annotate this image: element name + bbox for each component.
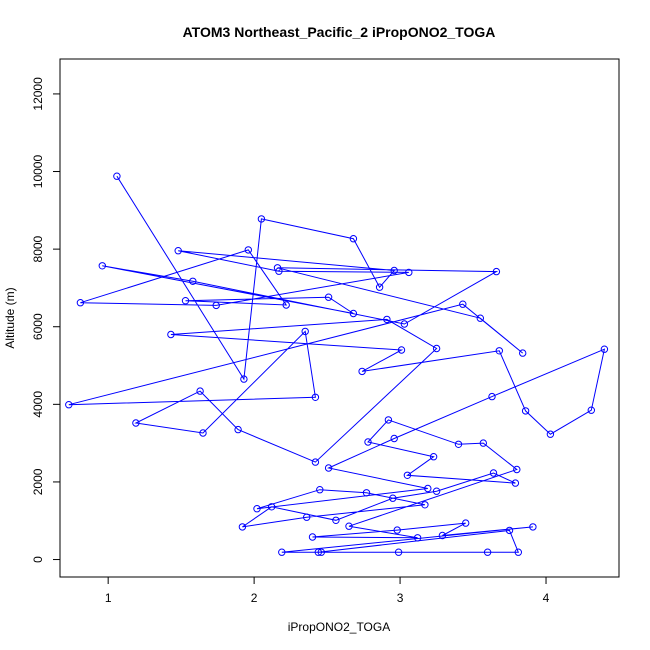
data-point: [196, 387, 204, 395]
chart-title: ATOM3 Northeast_Pacific_2 iPropONO2_TOGA: [183, 24, 496, 40]
data-point: [358, 367, 366, 376]
data-point: [349, 235, 358, 243]
data-point: [521, 407, 530, 415]
data-point: [244, 246, 253, 254]
data-point: [113, 172, 121, 180]
data-point: [390, 266, 398, 275]
y-axis: 0 2000 4000 6000 8000 10000 12000: [31, 77, 61, 563]
data-point: [332, 516, 340, 524]
data-point: [349, 309, 358, 318]
data-point: [189, 277, 197, 285]
data-point: [267, 503, 276, 511]
data-point: [403, 471, 412, 479]
data-point: [384, 416, 393, 424]
data-point: [364, 438, 372, 446]
data-point: [429, 453, 438, 461]
data-point: [273, 264, 282, 272]
data-point: [65, 401, 73, 409]
data-point: [362, 489, 371, 497]
data-point: [476, 314, 484, 322]
data-point: [383, 315, 391, 324]
data-point: [394, 548, 403, 556]
data-point: [492, 267, 501, 276]
data-point: [375, 283, 384, 291]
series-line: [68, 175, 606, 553]
data-point: [495, 347, 503, 355]
data-point: [600, 345, 609, 353]
data-point: [282, 301, 290, 309]
data-point: [275, 267, 283, 275]
data-point: [393, 526, 401, 534]
data-point: [301, 327, 309, 336]
data-point: [400, 320, 409, 328]
y-tick-label: 12000: [31, 77, 45, 111]
data-point: [199, 429, 207, 437]
data-point: [234, 425, 242, 434]
y-axis-label: Altitude (m): [3, 287, 17, 348]
data-point: [511, 479, 520, 487]
data-point: [489, 469, 498, 477]
data-point: [454, 440, 463, 448]
data-point: [212, 301, 220, 310]
data-point: [311, 458, 320, 466]
data-point: [413, 534, 422, 542]
data-point: [278, 548, 286, 556]
data-point: [459, 300, 467, 308]
data-point: [462, 519, 470, 527]
data-point: [397, 346, 406, 354]
data-point: [390, 434, 398, 443]
y-tick-label: 2000: [31, 468, 45, 495]
y-tick-label: 10000: [31, 155, 45, 189]
x-axis: 1 2 3 4: [105, 576, 550, 605]
data-point: [546, 430, 555, 438]
data-point: [303, 513, 311, 521]
data-point: [405, 268, 413, 277]
data-point: [432, 344, 441, 353]
data-point: [317, 548, 325, 556]
data-point: [483, 548, 492, 556]
data-point: [529, 523, 537, 531]
y-tick-label: 6000: [31, 313, 45, 340]
data-point: [421, 501, 429, 509]
x-tick-label: 3: [397, 591, 404, 605]
data-point: [389, 494, 397, 502]
x-tick-label: 1: [105, 591, 112, 605]
x-axis-label: iPropONO2_TOGA: [288, 620, 390, 634]
data-point: [181, 297, 190, 305]
data-point: [324, 464, 333, 472]
data-point: [438, 531, 447, 540]
x-tick-label: 2: [251, 591, 258, 605]
data-point: [519, 349, 527, 357]
series-layer: [65, 172, 609, 556]
data-point: [316, 486, 324, 494]
data-point: [432, 487, 441, 495]
data-point: [324, 293, 333, 301]
data-point: [587, 406, 595, 414]
y-tick-label: 8000: [31, 235, 45, 262]
data-point: [513, 465, 521, 474]
data-point: [314, 548, 322, 556]
data-point: [505, 526, 514, 535]
data-point: [174, 247, 182, 255]
y-tick-label: 4000: [31, 391, 45, 418]
data-point: [488, 392, 496, 401]
data-point: [479, 439, 487, 447]
data-point: [76, 299, 85, 307]
data-point: [311, 393, 320, 401]
x-tick-label: 4: [543, 591, 550, 605]
data-point: [240, 375, 248, 383]
data-point: [238, 523, 247, 531]
data-point: [253, 505, 261, 513]
data-point: [308, 533, 317, 541]
data-point: [167, 330, 175, 339]
data-point: [345, 522, 353, 530]
data-point: [514, 548, 522, 556]
data-point: [98, 262, 107, 270]
data-point: [257, 215, 266, 223]
data-point: [132, 419, 140, 427]
data-point: [424, 484, 432, 493]
y-tick-label: 0: [31, 556, 45, 563]
